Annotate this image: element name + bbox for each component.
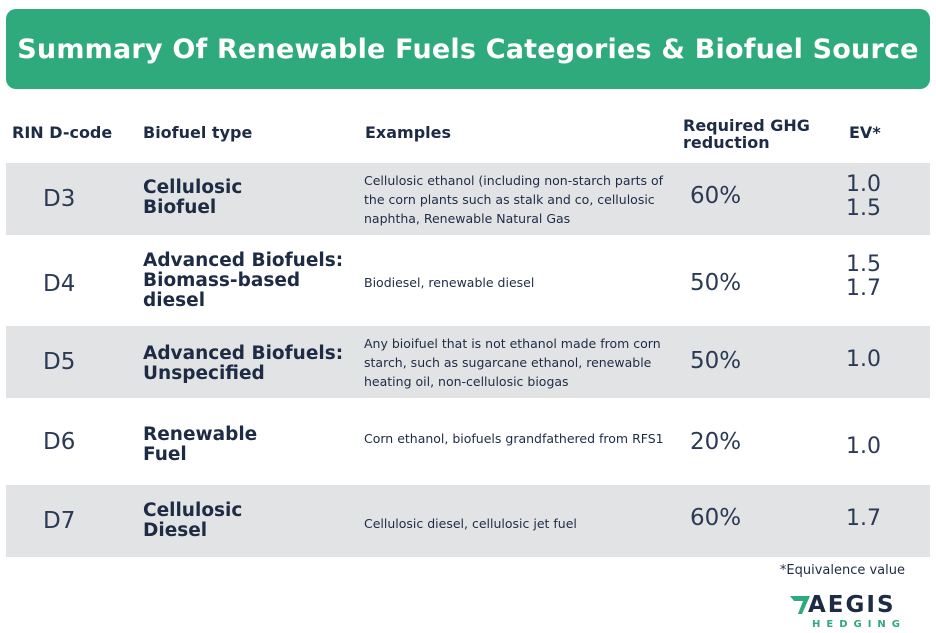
aegis-logo: AEGIS HEDGING <box>790 592 910 630</box>
logo-wordmark: AEGIS <box>808 592 896 618</box>
aegis-mark-icon <box>790 596 810 614</box>
dcode-cell: D3 <box>43 186 76 212</box>
table-row: D5 Advanced Biofuels: Unspecified Any bi… <box>6 326 930 398</box>
examples-cell: Cellulosic ethanol (including non-starch… <box>364 173 664 226</box>
table-row: D3 Cellulosic Biofuel Cellulosic ethanol… <box>6 163 930 235</box>
ghg-cell: 50% <box>690 348 742 374</box>
header-ev: EV* <box>849 123 881 142</box>
dcode-cell: D6 <box>43 429 76 455</box>
logo-subtitle: HEDGING <box>812 619 907 630</box>
biofuel-type-cell: Renewable Fuel <box>143 424 258 465</box>
dcode-cell: D4 <box>43 271 76 297</box>
ev-cell: 1.0 <box>846 347 881 372</box>
ghg-cell: 20% <box>690 429 742 455</box>
footnote: *Equivalence value <box>779 563 905 578</box>
biofuel-type-cell: Advanced Biofuels: Unspecified <box>143 343 344 384</box>
title-banner: Summary Of Renewable Fuels Categories & … <box>6 9 930 89</box>
page-title: Summary Of Renewable Fuels Categories & … <box>17 33 919 65</box>
ev-cell: 1.0 <box>846 434 881 459</box>
header-ghg-reduction: Required GHG reduction <box>683 116 810 152</box>
header-biofuel-type: Biofuel type <box>143 123 253 142</box>
ghg-cell: 60% <box>690 183 742 209</box>
dcode-cell: D5 <box>43 349 76 375</box>
biofuel-type-cell: Cellulosic Diesel <box>143 500 243 541</box>
header-examples: Examples <box>365 123 452 142</box>
examples-cell: Any bioifuel that is not ethanol made fr… <box>364 336 661 389</box>
biofuel-type-cell: Advanced Biofuels: Biomass-based diesel <box>143 250 344 311</box>
examples-cell: Corn ethanol, biofuels grandfathered fro… <box>364 431 664 446</box>
dcode-cell: D7 <box>43 508 76 534</box>
table-row: D7 Cellulosic Diesel Cellulosic diesel, … <box>6 485 930 557</box>
header-dcode: RIN D-code <box>12 123 113 142</box>
ev-cell: 1.7 <box>846 506 881 531</box>
table-row: D6 Renewable Fuel Corn ethanol, biofuels… <box>6 398 930 485</box>
ghg-cell: 60% <box>690 505 742 531</box>
table-row: D4 Advanced Biofuels: Biomass-based dies… <box>6 235 930 326</box>
ev-cell: 1.0 1.5 <box>846 172 881 221</box>
ev-cell: 1.5 1.7 <box>846 252 881 301</box>
examples-cell: Cellulosic diesel, cellulosic jet fuel <box>364 516 577 531</box>
examples-cell: Biodiesel, renewable diesel <box>364 275 535 290</box>
biofuel-type-cell: Cellulosic Biofuel <box>143 177 243 218</box>
ghg-cell: 50% <box>690 270 742 296</box>
